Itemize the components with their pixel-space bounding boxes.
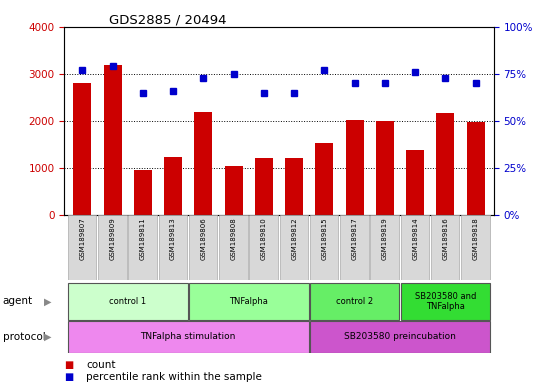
Text: GSM189813: GSM189813 [170,217,176,260]
Text: GDS2885 / 20494: GDS2885 / 20494 [109,13,226,26]
Text: SB203580 and
TNFalpha: SB203580 and TNFalpha [415,292,476,311]
Bar [164,157,182,215]
Text: GSM189819: GSM189819 [382,217,388,260]
Text: ▶: ▶ [44,296,51,306]
Bar [68,321,309,353]
Bar [376,121,394,215]
Text: TNFalpha: TNFalpha [229,297,268,306]
Bar [280,215,308,280]
Bar [310,321,490,353]
Text: GSM189807: GSM189807 [79,217,85,260]
Text: GSM189816: GSM189816 [442,217,449,260]
Bar [249,215,278,280]
Text: GSM189808: GSM189808 [230,217,237,260]
Bar [103,65,122,215]
Text: percentile rank within the sample: percentile rank within the sample [86,372,262,382]
Text: ▶: ▶ [44,332,51,342]
Bar [436,113,455,215]
Bar [194,113,213,215]
Text: ■: ■ [64,372,74,382]
Text: GSM189815: GSM189815 [321,217,328,260]
Bar [461,215,489,280]
Bar [224,166,243,215]
Text: control 2: control 2 [336,297,373,306]
Bar [134,170,152,215]
Bar [128,215,157,280]
Text: protocol: protocol [3,332,46,342]
Bar [73,83,92,215]
Bar [431,215,459,280]
Text: GSM189818: GSM189818 [473,217,479,260]
Text: GSM189814: GSM189814 [412,217,418,260]
Bar [285,158,303,215]
Bar [371,215,399,280]
Text: GSM189817: GSM189817 [352,217,358,260]
Bar [401,283,490,320]
Bar [340,215,369,280]
Text: GSM189811: GSM189811 [140,217,146,260]
Text: agent: agent [3,296,33,306]
Text: SB203580 preincubation: SB203580 preincubation [344,333,456,341]
Bar [189,283,309,320]
Bar [68,283,187,320]
Text: count: count [86,360,116,370]
Bar [310,283,400,320]
Text: GSM189810: GSM189810 [261,217,267,260]
Bar [98,215,127,280]
Bar [345,120,364,215]
Text: GSM189809: GSM189809 [109,217,116,260]
Bar [401,215,429,280]
Text: TNFalpha stimulation: TNFalpha stimulation [141,333,236,341]
Bar [310,215,338,280]
Bar [406,150,424,215]
Bar [255,158,273,215]
Bar [189,215,217,280]
Bar [315,143,334,215]
Text: GSM189812: GSM189812 [291,217,297,260]
Text: ■: ■ [64,360,74,370]
Bar [68,215,96,280]
Text: control 1: control 1 [109,297,146,306]
Bar [158,215,187,280]
Bar [219,215,248,280]
Text: GSM189806: GSM189806 [200,217,206,260]
Bar [466,122,485,215]
